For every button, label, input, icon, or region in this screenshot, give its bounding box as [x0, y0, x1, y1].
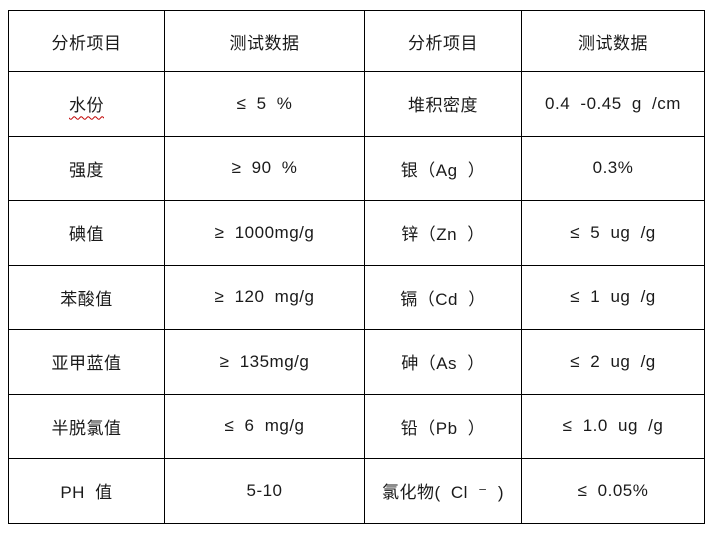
cell-value-left: 5-10 [164, 458, 365, 524]
cell-item-left: 苯酸值 [8, 264, 165, 330]
cell-value-left: ≥ 120 mg/g [164, 264, 365, 330]
cell-value-left: ≥ 135mg/g [164, 329, 365, 395]
cell-item-left: 半脱氯值 [8, 393, 165, 459]
cell-value-right: 0.4 -0.45 g /cm [521, 71, 705, 137]
cell-item-left: PH 值 [8, 458, 165, 524]
cell-item-right: 铅（Pb ） [364, 393, 522, 459]
header-value-right: 测试数据 [521, 10, 705, 72]
table-row: 半脱氯值 ≤ 6 mg/g 铅（Pb ） ≤ 1.0 ug /g [8, 393, 705, 459]
cell-item-left: 水份 [8, 71, 165, 137]
header-item-right: 分析项目 [364, 10, 522, 72]
cell-item-right: 锌（Zn ） [364, 200, 522, 266]
cell-item-left: 碘值 [8, 200, 165, 266]
cell-value-left: ≥ 1000mg/g [164, 200, 365, 266]
cell-item-right: 氯化物( Cl ⁻ ) [364, 458, 522, 524]
cell-value-left: ≤ 5 % [164, 71, 365, 137]
header-value-left: 测试数据 [164, 10, 365, 72]
cell-value-left: ≤ 6 mg/g [164, 393, 365, 459]
header-item-left: 分析项目 [8, 10, 165, 72]
cell-item-left: 强度 [8, 135, 165, 201]
cell-item-right: 镉（Cd ） [364, 264, 522, 330]
table-row: 碘值 ≥ 1000mg/g 锌（Zn ） ≤ 5 ug /g [8, 200, 705, 266]
cell-value-right: 0.3% [521, 135, 705, 201]
cell-value-right: ≤ 1.0 ug /g [521, 393, 705, 459]
cell-value-right: ≤ 0.05% [521, 458, 705, 524]
cell-value-right: ≤ 2 ug /g [521, 329, 705, 395]
table-row: 强度 ≥ 90 % 银（Ag ） 0.3% [8, 135, 705, 201]
cell-item-right: 砷（As ） [364, 329, 522, 395]
cell-value-right: ≤ 1 ug /g [521, 264, 705, 330]
table-row: 亚甲蓝值 ≥ 135mg/g 砷（As ） ≤ 2 ug /g [8, 329, 705, 395]
table-row: PH 值 5-10 氯化物( Cl ⁻ ) ≤ 0.05% [8, 458, 705, 524]
cell-item-left: 亚甲蓝值 [8, 329, 165, 395]
table-row: 水份 ≤ 5 % 堆积密度 0.4 -0.45 g /cm [8, 71, 705, 137]
analysis-spec-table: 分析项目 测试数据 分析项目 测试数据 水份 ≤ 5 % 堆积密度 0.4 -0… [8, 10, 705, 524]
cell-item-right: 银（Ag ） [364, 135, 522, 201]
table-row: 苯酸值 ≥ 120 mg/g 镉（Cd ） ≤ 1 ug /g [8, 264, 705, 330]
cell-value-left: ≥ 90 % [164, 135, 365, 201]
table-header-row: 分析项目 测试数据 分析项目 测试数据 [8, 10, 705, 72]
misspelled-text: 水份 [69, 96, 104, 116]
cell-value-right: ≤ 5 ug /g [521, 200, 705, 266]
cell-item-right: 堆积密度 [364, 71, 522, 137]
